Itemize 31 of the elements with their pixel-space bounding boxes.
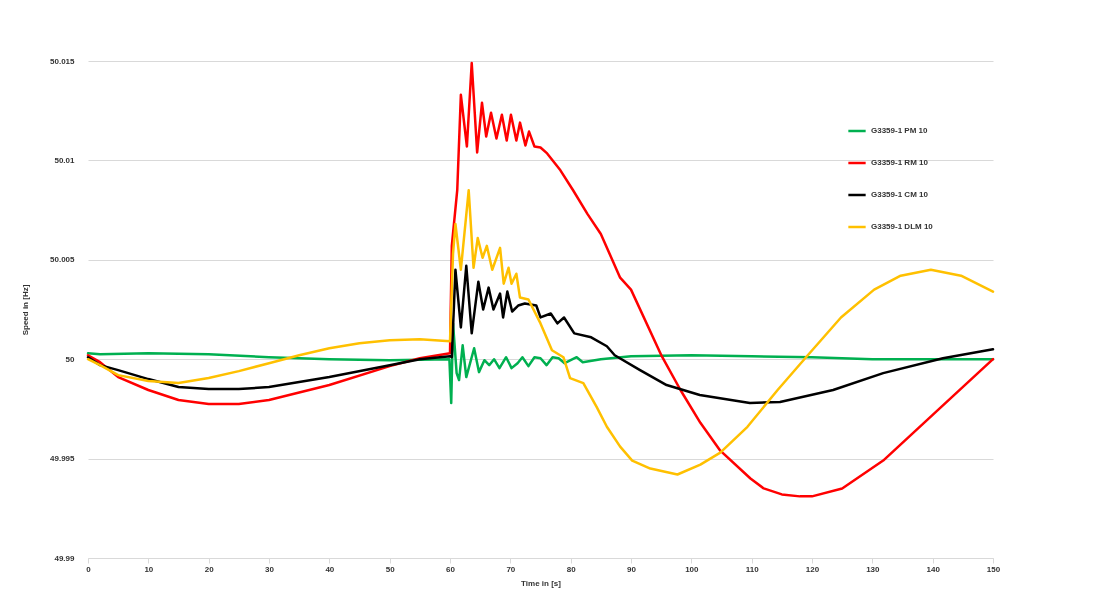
x-tick-label: 150 [986, 564, 1001, 574]
x-tick-label: 120 [805, 564, 820, 574]
x-tick-label: 100 [685, 564, 700, 574]
line-series [86, 264, 995, 405]
x-tick-label: 110 [745, 564, 760, 574]
x-tick-label: 140 [926, 564, 941, 574]
legend-label: G3359-1 DLM 10 [871, 222, 934, 231]
y-tick-label: 49.995 [50, 454, 76, 464]
x-tick-label: 80 [566, 564, 577, 574]
legend-label: G3359-1 RM 10 [871, 158, 929, 167]
y-tick-label: 49.99 [54, 553, 76, 563]
x-tick-label: 130 [866, 564, 881, 574]
legend-label: G3359-1 PM 10 [871, 126, 929, 135]
y-tick-label: 50.01 [54, 155, 76, 165]
x-tick-label: 30 [265, 564, 275, 574]
y-tick-label: 50 [65, 354, 76, 364]
x-tick-label: 90 [627, 564, 637, 574]
x-tick-label: 0 [86, 564, 92, 574]
y-axis-title: Speed in [Hz] [21, 284, 31, 336]
x-tick-label: 60 [446, 564, 456, 574]
line-series [86, 61, 995, 498]
y-tick-label: 50.015 [50, 56, 76, 66]
x-tick-label: 70 [506, 564, 516, 574]
x-tick-label: 40 [325, 564, 335, 574]
x-tick-label: 20 [204, 564, 215, 574]
y-tick-label: 50.005 [50, 255, 76, 265]
x-tick-label: 50 [385, 564, 396, 574]
x-tick-label: 10 [144, 564, 154, 574]
line-series [86, 188, 995, 476]
x-axis-title: Time in [s] [521, 578, 562, 588]
legend-label: G3359-1 CM 10 [871, 190, 929, 199]
